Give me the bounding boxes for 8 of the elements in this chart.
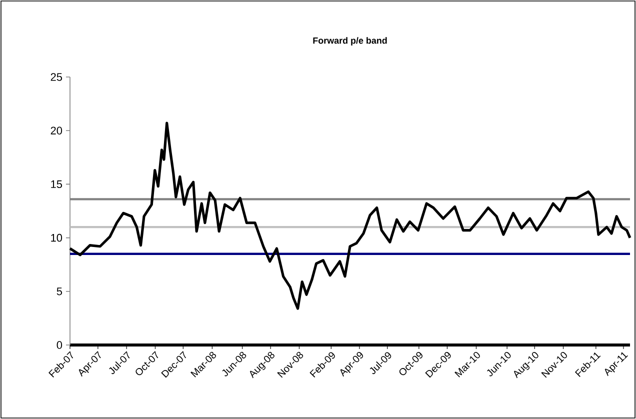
y-tick-label: 0 bbox=[56, 341, 62, 349]
y-tick-label: 10 bbox=[51, 234, 62, 242]
y-tick-label: 15 bbox=[51, 180, 62, 188]
chart-title: Forward p/e band bbox=[313, 37, 387, 46]
y-tick-label: 20 bbox=[50, 126, 62, 134]
line-series bbox=[68, 122, 632, 310]
y-tick-label: 25 bbox=[50, 73, 62, 81]
y-tick-label: 5 bbox=[56, 288, 62, 296]
